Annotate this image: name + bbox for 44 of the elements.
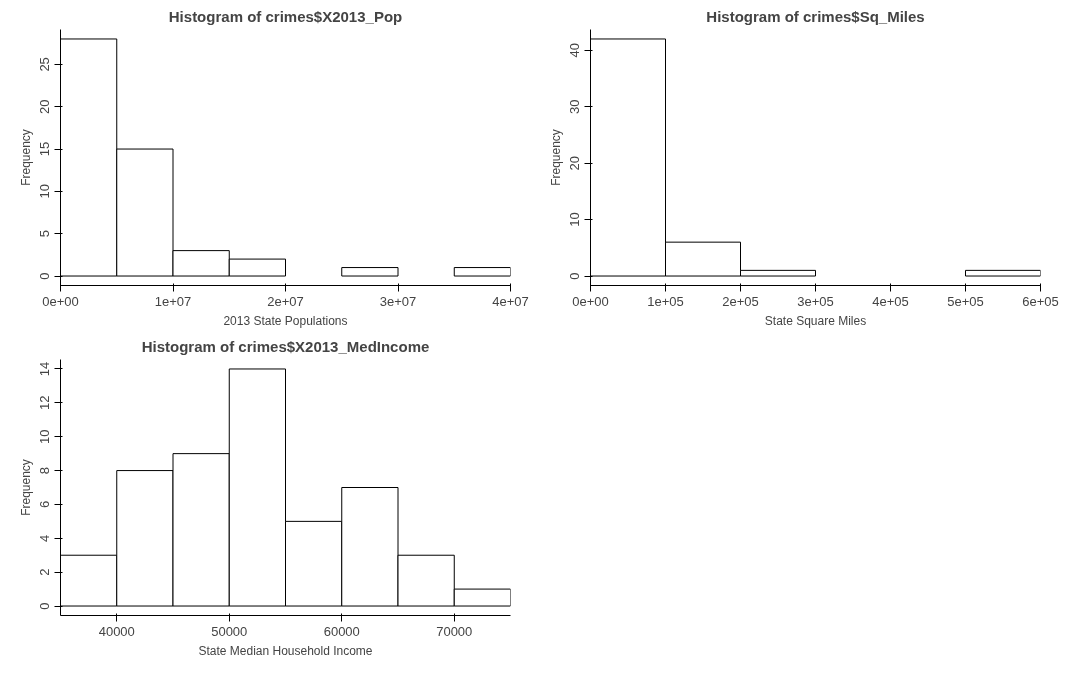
chart-title: Histogram of crimes$Sq_Miles — [706, 7, 925, 25]
y-tick-label: 4 — [37, 534, 53, 542]
y-tick-label: 20 — [37, 99, 53, 114]
y-tick-label: 15 — [37, 141, 53, 157]
x-tick-label: 4e+07 — [492, 293, 529, 309]
y-tick-label: 0 — [37, 602, 53, 610]
x-tick-label: 60000 — [323, 623, 360, 639]
y-tick-label: 5 — [37, 230, 53, 238]
x-tick-label: 0e+00 — [572, 293, 609, 309]
x-tick-label: 2e+07 — [267, 293, 304, 309]
y-tick-label: 6 — [37, 500, 53, 509]
y-tick-label: 20 — [567, 155, 583, 171]
x-tick-label: 2e+05 — [722, 293, 759, 309]
x-tick-label: 3e+05 — [797, 293, 834, 309]
y-tick-label: 0 — [567, 272, 583, 280]
y-tick-label: 0 — [37, 272, 53, 280]
y-axis-title: Frequency — [18, 459, 33, 516]
y-tick-label: 14 — [37, 361, 53, 377]
x-tick-label: 4e+05 — [872, 293, 909, 309]
y-tick-label: 30 — [567, 99, 583, 114]
x-tick-label: 3e+07 — [379, 293, 417, 309]
x-axis-title: State Median Household Income — [198, 643, 373, 658]
x-tick-label: 5e+05 — [947, 293, 984, 309]
chart-title: Histogram of crimes$X2013_MedIncome — [141, 337, 430, 355]
y-tick-label: 10 — [37, 184, 53, 199]
y-tick-label: 12 — [37, 395, 53, 411]
x-tick-label: 70000 — [436, 623, 473, 639]
y-axis-title: Frequency — [548, 129, 563, 186]
y-axis-title: Frequency — [18, 129, 33, 186]
y-tick-label: 8 — [37, 466, 53, 475]
x-tick-label: 6e+05 — [1022, 293, 1059, 309]
y-tick-label: 40 — [567, 43, 583, 58]
y-tick-label: 10 — [567, 212, 583, 227]
x-tick-label: 1e+05 — [647, 293, 684, 309]
y-tick-label: 10 — [37, 429, 53, 444]
x-axis-title: 2013 State Populations — [223, 313, 348, 328]
x-tick-label: 40000 — [98, 623, 135, 639]
x-tick-label: 0e+00 — [42, 293, 79, 309]
y-tick-label: 2 — [37, 568, 53, 576]
x-tick-label: 1e+07 — [154, 293, 192, 309]
x-tick-label: 50000 — [211, 623, 248, 639]
x-axis-title: State Square Miles — [764, 313, 867, 328]
chart-title: Histogram of crimes$X2013_Pop — [168, 7, 403, 25]
y-tick-label: 25 — [37, 57, 53, 72]
